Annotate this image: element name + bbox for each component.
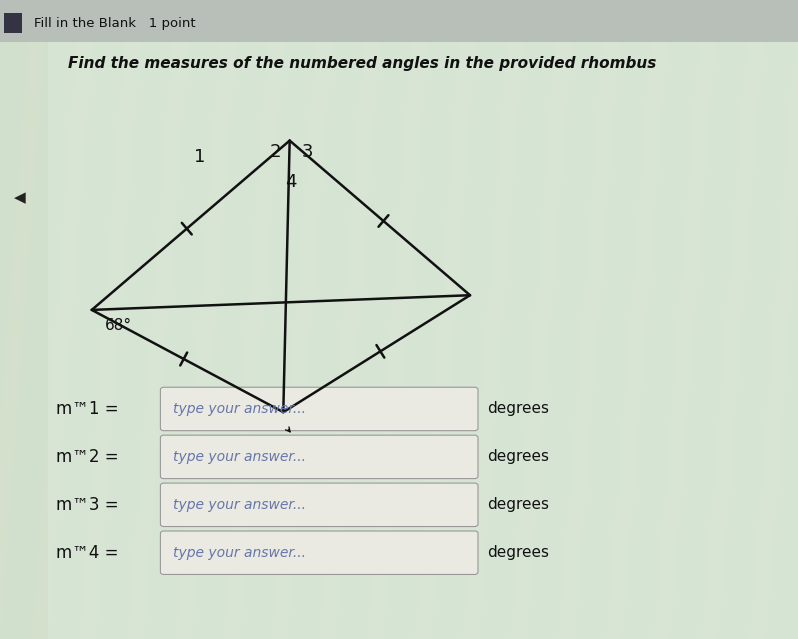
Text: ◀: ◀ xyxy=(14,190,26,206)
FancyBboxPatch shape xyxy=(160,483,478,527)
Text: 1: 1 xyxy=(194,148,205,166)
Polygon shape xyxy=(718,0,798,639)
Polygon shape xyxy=(622,0,702,639)
Text: type your answer...: type your answer... xyxy=(173,402,306,416)
Text: 3: 3 xyxy=(302,143,313,161)
FancyBboxPatch shape xyxy=(160,435,478,479)
Polygon shape xyxy=(287,0,367,639)
Text: type your answer...: type your answer... xyxy=(173,450,306,464)
Polygon shape xyxy=(575,0,654,639)
FancyBboxPatch shape xyxy=(160,387,478,431)
Polygon shape xyxy=(431,0,511,639)
Polygon shape xyxy=(479,0,559,639)
Text: type your answer...: type your answer... xyxy=(173,546,306,560)
Text: degrees: degrees xyxy=(487,449,549,465)
Polygon shape xyxy=(0,0,80,639)
Polygon shape xyxy=(670,0,750,639)
Text: m™3 =: m™3 = xyxy=(56,496,118,514)
Polygon shape xyxy=(527,0,606,639)
Polygon shape xyxy=(766,0,798,639)
Polygon shape xyxy=(239,0,319,639)
Text: Find the measures of the numbered angles in the provided rhombus: Find the measures of the numbered angles… xyxy=(68,56,656,72)
Polygon shape xyxy=(96,0,176,639)
Text: 4: 4 xyxy=(286,173,297,191)
Polygon shape xyxy=(48,0,128,639)
Text: m™2 =: m™2 = xyxy=(56,448,118,466)
Polygon shape xyxy=(192,0,271,639)
Text: m™1 =: m™1 = xyxy=(56,400,118,418)
Polygon shape xyxy=(335,0,415,639)
Bar xyxy=(4,13,22,33)
Text: type your answer...: type your answer... xyxy=(173,498,306,512)
Polygon shape xyxy=(144,0,223,639)
Text: degrees: degrees xyxy=(487,497,549,512)
Text: 2: 2 xyxy=(270,143,281,161)
Bar xyxy=(0,0,798,42)
Text: Fill in the Blank   1 point: Fill in the Blank 1 point xyxy=(34,17,196,30)
Polygon shape xyxy=(0,0,32,639)
Text: degrees: degrees xyxy=(487,545,549,560)
Text: 68°: 68° xyxy=(105,318,132,334)
Text: m™4 =: m™4 = xyxy=(56,544,118,562)
Polygon shape xyxy=(383,0,463,639)
Text: degrees: degrees xyxy=(487,401,549,417)
FancyBboxPatch shape xyxy=(160,531,478,574)
